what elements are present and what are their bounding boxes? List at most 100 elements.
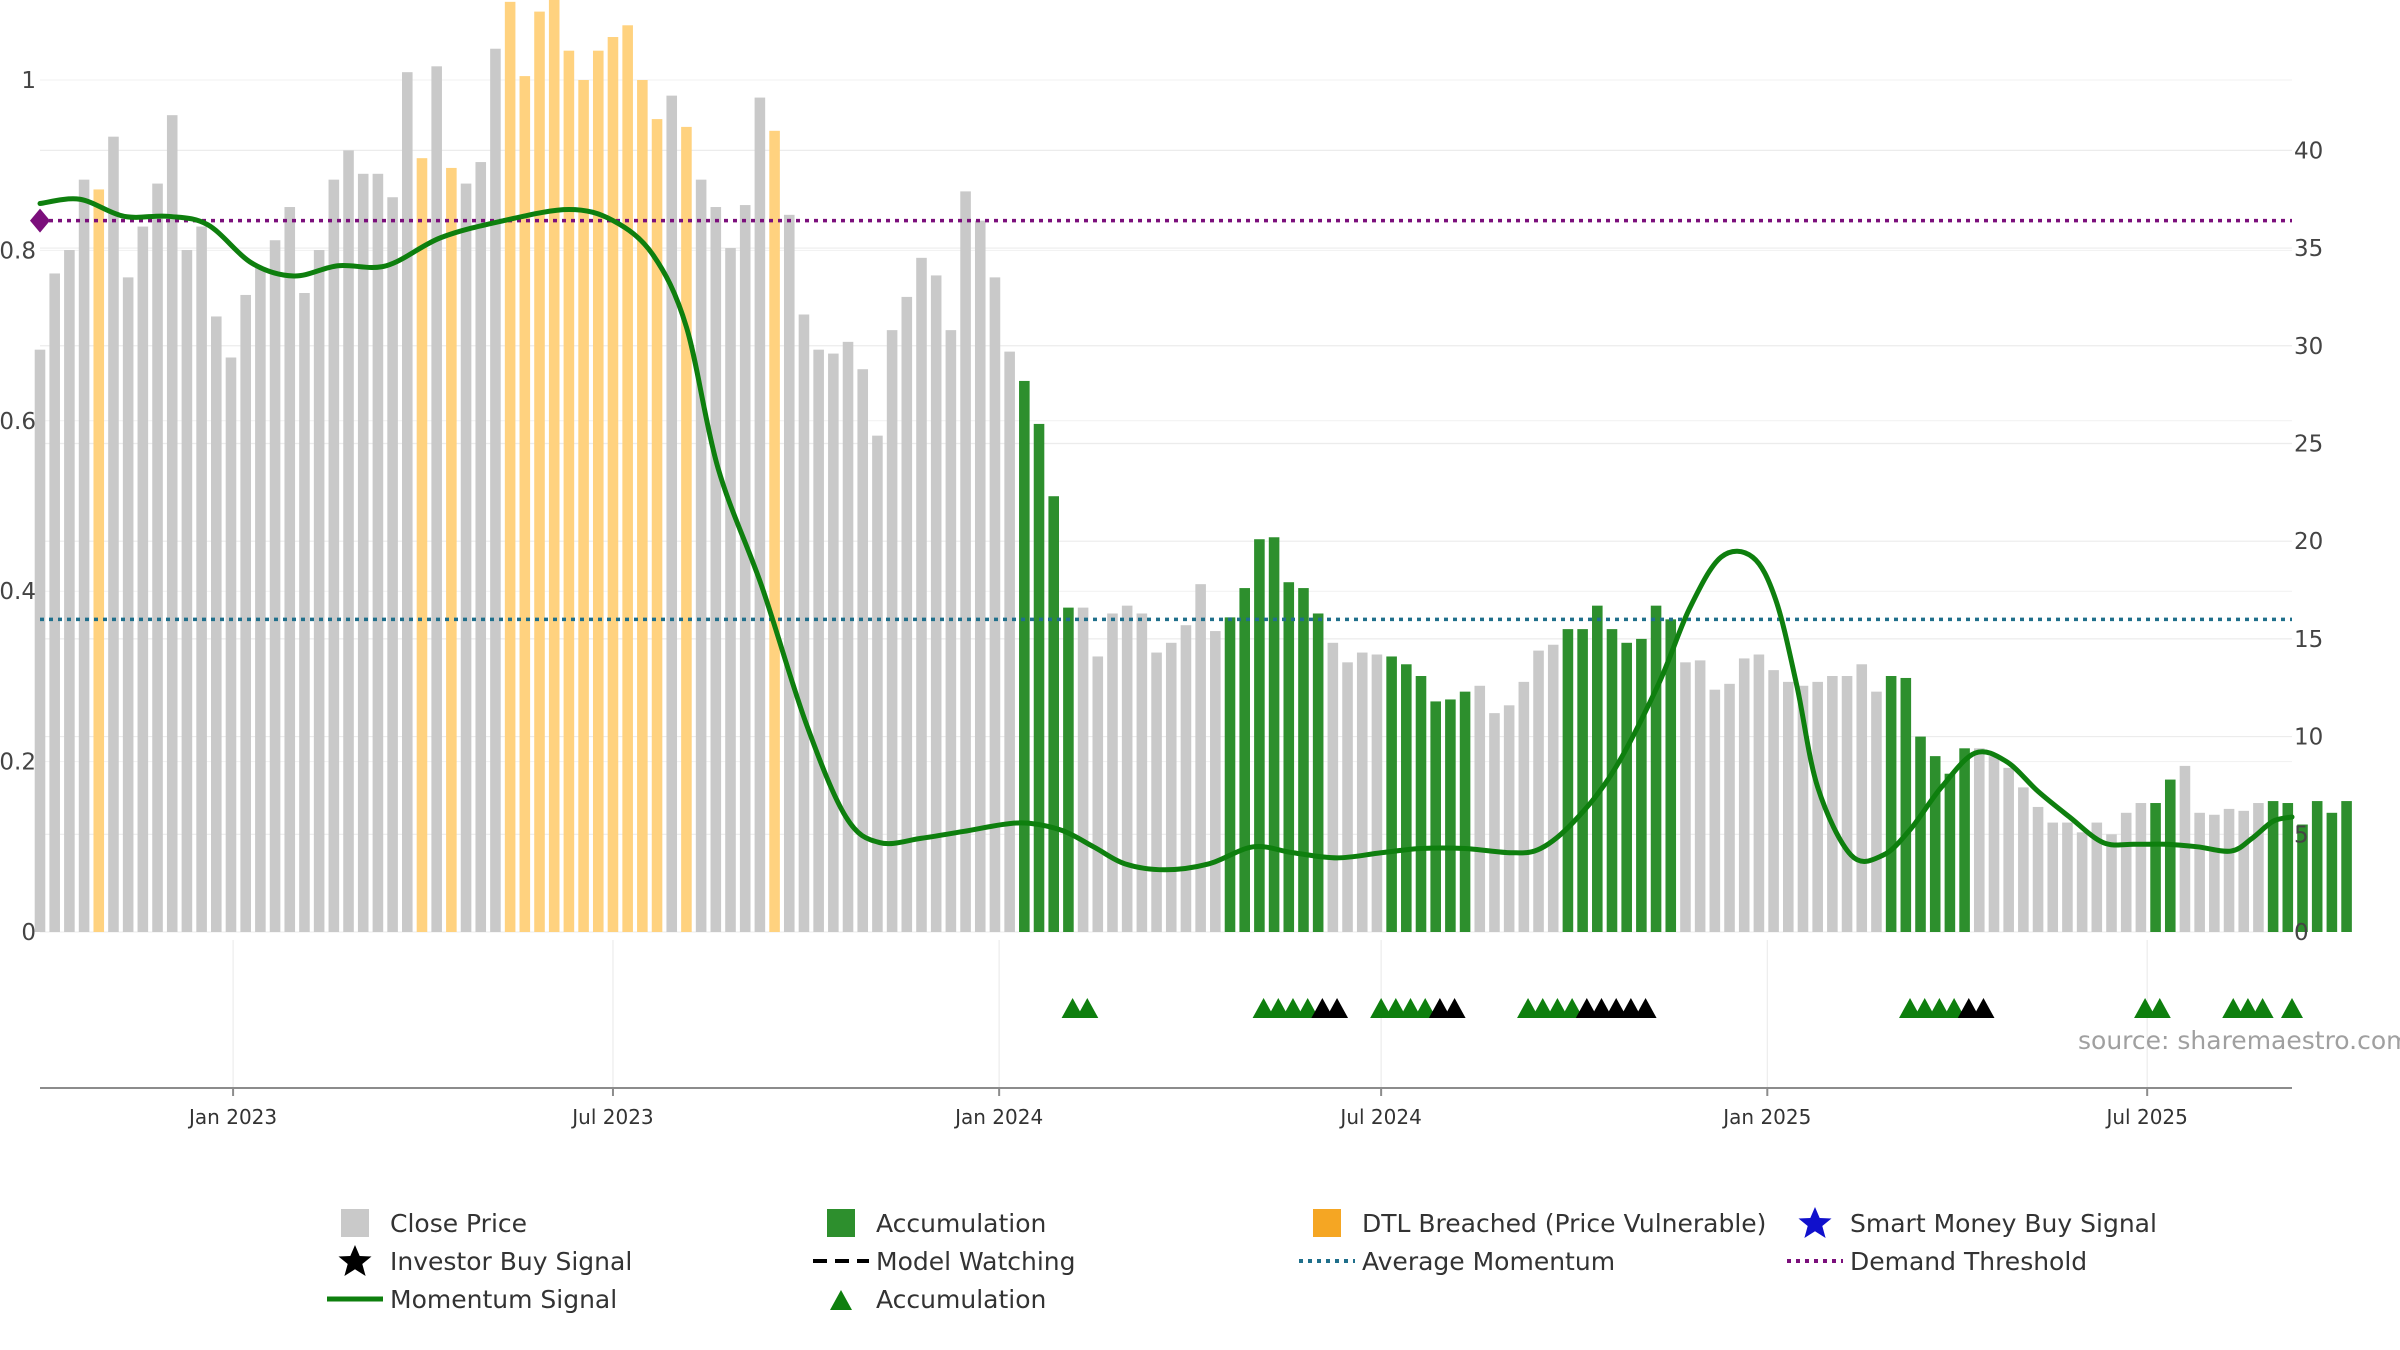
right-tick-label: 0	[2294, 920, 2309, 946]
close-price-bar	[2018, 787, 2029, 932]
legend-label: Accumulation	[876, 1284, 1047, 1314]
legend-item: Close Price	[320, 1206, 527, 1240]
close-price-bar	[2047, 822, 2059, 932]
accumulation-bar	[1063, 607, 1074, 932]
accumulation-bar	[1636, 638, 1647, 932]
accumulation-bar	[2267, 801, 2279, 932]
accumulation-marker	[2251, 998, 2274, 1018]
close-price-bar	[328, 179, 340, 933]
close-price-bar	[1841, 676, 1853, 932]
accumulation-bar	[2311, 801, 2323, 932]
accumulation-bar	[1592, 605, 1603, 932]
accumulation-bar	[1929, 756, 1941, 932]
dtl-breached-bar	[622, 25, 633, 932]
close-price-bar	[490, 48, 501, 932]
close-price-bar	[2120, 812, 2132, 932]
left-tick-label: 0.8	[0, 238, 36, 264]
legend-label: Investor Buy Signal	[390, 1246, 633, 1276]
gridlines	[40, 79, 2292, 1088]
accumulation-marker	[1076, 998, 1099, 1018]
close-price-bar	[1077, 607, 1089, 932]
close-price-bar	[1812, 681, 1823, 932]
close-price-bar	[1210, 631, 1221, 932]
close-price-bar	[666, 95, 678, 932]
axes	[40, 1087, 2292, 1096]
close-price-bar	[1738, 658, 1750, 932]
demand-threshold-marker	[30, 208, 50, 233]
close-price-bar	[930, 275, 942, 932]
accumulation-bar	[1459, 691, 1471, 932]
close-price-bar	[960, 191, 971, 932]
close-price-bar	[2179, 765, 2191, 932]
right-tick-label: 30	[2294, 334, 2323, 360]
right-tick-label: 25	[2294, 431, 2323, 457]
right-tick-label: 20	[2294, 529, 2323, 555]
accumulation-bar	[1033, 423, 1045, 932]
close-price-bar	[1988, 756, 2000, 932]
close-price-bar	[1107, 613, 1118, 932]
signal-markers	[1061, 998, 2303, 1018]
square-orange-icon	[1292, 1206, 1362, 1240]
legend-label: Momentum Signal	[390, 1284, 618, 1314]
accumulation-marker	[1531, 998, 1554, 1018]
investor-buy-marker	[1957, 998, 1980, 1018]
close-price-bar	[1533, 650, 1544, 932]
close-price-bar	[1371, 654, 1383, 932]
momentum-signal-line	[37, 196, 2295, 873]
investor-buy-marker	[1590, 998, 1613, 1018]
close-price-bar	[1151, 652, 1162, 932]
source-note: source: sharemaestro.com	[2078, 1026, 2400, 1055]
close-price-bar	[1356, 652, 1368, 932]
close-price-bar	[974, 220, 986, 932]
accumulation-bar	[2326, 812, 2338, 932]
close-price-bar	[886, 330, 898, 933]
right-tick-label: 10	[2294, 725, 2323, 751]
accumulation-marker	[1928, 998, 1951, 1018]
accumulation-bar	[1577, 629, 1588, 932]
accumulation-marker	[1061, 998, 1084, 1018]
close-price-bar	[401, 72, 413, 933]
close-price-bar	[695, 179, 707, 933]
close-price-bar	[1474, 685, 1486, 932]
accumulation-marker	[1370, 998, 1393, 1018]
close-price-bar	[78, 179, 90, 933]
accumulation-bar	[1298, 588, 1309, 932]
close-price-bar	[299, 293, 310, 932]
close-price-bar	[1709, 689, 1721, 932]
accumulation-bar	[1019, 380, 1030, 932]
accumulation-bar	[1283, 582, 1295, 932]
legend-label: Accumulation	[876, 1208, 1047, 1238]
close-price-bar	[1753, 654, 1765, 932]
close-price-bar	[475, 162, 487, 933]
close-price-bar	[1180, 625, 1192, 932]
x-tick-label: Jul 2023	[570, 1105, 653, 1129]
accumulation-marker	[1943, 998, 1966, 1018]
accumulation-bar	[1239, 588, 1250, 932]
legend-item: Smart Money Buy Signal	[1780, 1206, 2157, 1240]
accumulation-marker	[1399, 998, 1422, 1018]
x-tick-label: Jan 2023	[187, 1105, 277, 1129]
legend-item: Accumulation	[806, 1206, 1046, 1240]
dtl-breached-bar	[548, 0, 560, 932]
x-tick-label: Jul 2024	[1338, 1105, 1421, 1129]
left-tick-label: 0	[21, 920, 36, 946]
close-price-bar	[1327, 642, 1339, 932]
close-price-bar	[901, 296, 913, 932]
legend-label: DTL Breached (Price Vulnerable)	[1362, 1208, 1767, 1238]
accumulation-bar	[2297, 824, 2308, 932]
accumulation-marker	[2148, 998, 2171, 1018]
close-price-bar	[1518, 681, 1530, 932]
close-price-bar	[108, 136, 119, 932]
dtl-breached-bar	[504, 1, 516, 933]
close-price-bar	[284, 207, 296, 933]
close-price-bar	[1489, 713, 1500, 932]
right-tick-label: 5	[2294, 822, 2309, 848]
square-gray-icon	[320, 1206, 390, 1240]
right-tick-label: 15	[2294, 627, 2323, 653]
close-price-bar	[211, 316, 222, 932]
legend-label: Close Price	[390, 1208, 528, 1238]
dtl-breached-bar	[578, 80, 589, 932]
star-blue-icon	[1780, 1206, 1850, 1240]
line-green-icon	[320, 1282, 390, 1316]
close-price-bar	[1724, 683, 1735, 932]
